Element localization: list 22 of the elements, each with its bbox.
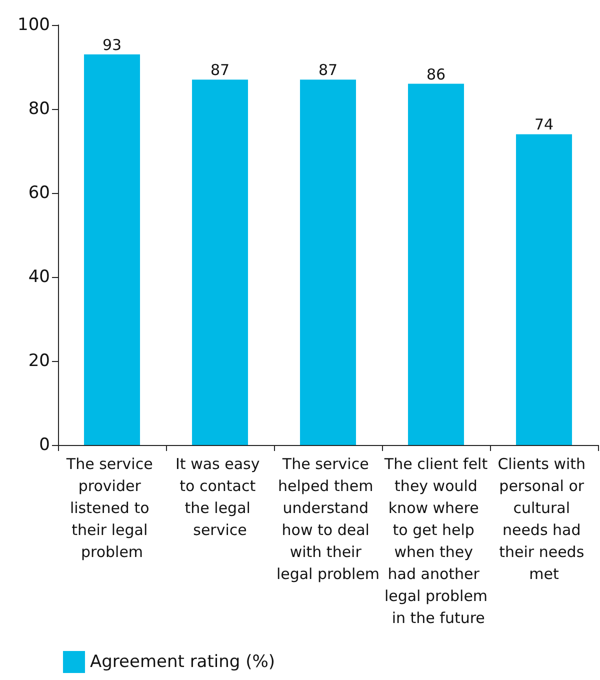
- x-tick-label: Clients with personal or cultural needs had their needs met: [498, 455, 590, 583]
- data-label: 74: [534, 116, 554, 134]
- bar: [300, 80, 356, 445]
- y-tick-label: 20: [28, 351, 50, 371]
- data-label: 86: [426, 65, 446, 84]
- y-tick-label: 80: [28, 99, 50, 119]
- data-label: 87: [210, 61, 230, 80]
- x-tick-label: The service provider listened to their legal problem: [65, 455, 158, 561]
- data-label: 93: [102, 36, 122, 54]
- bar: [192, 80, 248, 445]
- bar: [516, 134, 572, 445]
- legend-label: Agreement rating (%): [90, 652, 275, 672]
- bar: [84, 54, 140, 445]
- y-tick-label: 40: [28, 267, 50, 287]
- bar: [408, 84, 464, 445]
- x-tick-label: It was easy to contact the legal service: [176, 455, 264, 539]
- y-tick-label: 60: [28, 183, 50, 203]
- data-label: 87: [318, 61, 338, 80]
- x-tick-label: The client felt they would know where to get help when they had another legal problem in the future: [383, 455, 488, 627]
- y-tick-label: 100: [18, 15, 50, 35]
- y-tick-label: 0: [39, 435, 50, 455]
- x-tick-label: The service helped them understand how to deal with their legal problem: [276, 455, 380, 583]
